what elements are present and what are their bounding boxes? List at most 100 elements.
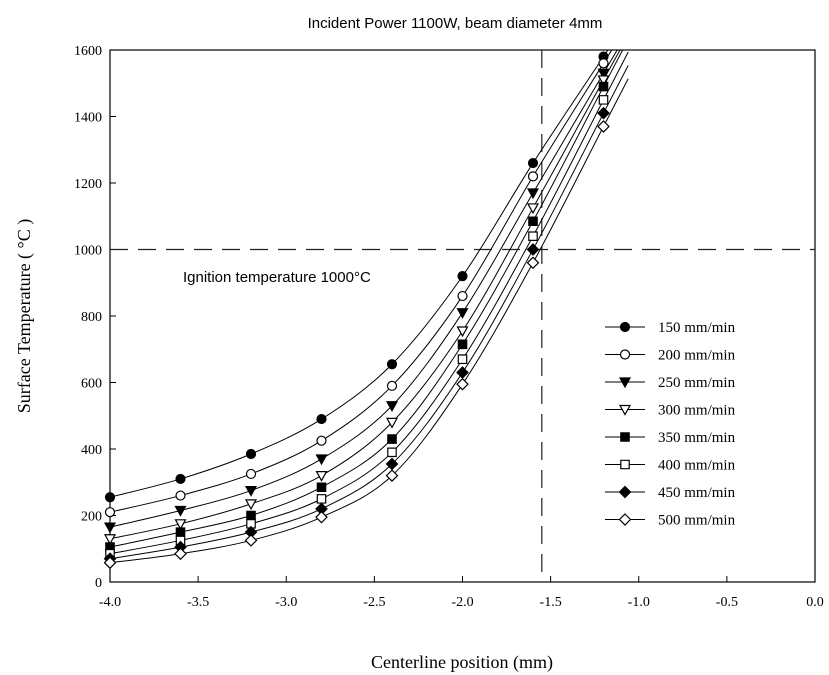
- legend: 150 mm/min 200 mm/min 250 mm/min 300 mm/min…: [605, 320, 736, 529]
- legend-marker: [618, 377, 632, 389]
- series-5: [105, 51, 629, 559]
- legend-marker: [618, 485, 632, 499]
- data-point: [598, 81, 609, 92]
- data-point: [103, 534, 117, 546]
- data-point: [175, 490, 186, 501]
- series-line: [110, 50, 618, 528]
- data-point: [597, 68, 610, 80]
- data-point: [386, 359, 398, 370]
- data-point: [175, 473, 186, 485]
- data-point: [456, 308, 469, 319]
- y-tick-label: 0: [95, 576, 102, 591]
- legend-marker: [620, 432, 630, 442]
- data-point: [316, 494, 327, 504]
- series-2: [103, 50, 618, 534]
- data-point: [387, 447, 397, 458]
- legend-label: 400 mm/min: [658, 458, 736, 474]
- data-point: [527, 157, 539, 169]
- data-point: [457, 354, 468, 365]
- legend-label: 250 mm/min: [658, 375, 736, 391]
- y-tick-label: 600: [81, 377, 102, 392]
- data-point: [245, 448, 257, 460]
- data-point: [456, 366, 469, 379]
- legend-item: 350 mm/min: [605, 430, 736, 446]
- data-point: [316, 435, 327, 446]
- data-point: [315, 510, 328, 524]
- legend-marker: [619, 321, 631, 333]
- data-point: [597, 75, 610, 87]
- data-point: [174, 547, 187, 561]
- axis-ticks: -4.0 -3.5 -3.0 -2.5 -2.0 -1.5 -1.0 -0.5 0.0 0 200 4…: [74, 44, 824, 610]
- legend-marker: [618, 513, 632, 526]
- series-group: [103, 50, 629, 570]
- y-tick-label: 800: [81, 310, 102, 325]
- ignition-annotation: Ignition temperature 1000°C: [183, 269, 371, 286]
- series-7: [103, 78, 629, 570]
- data-point: [175, 535, 186, 546]
- data-point: [528, 231, 538, 241]
- series-line: [110, 50, 621, 540]
- data-point: [526, 256, 540, 270]
- data-point: [246, 519, 256, 529]
- data-point: [316, 482, 327, 493]
- legend-label: 200 mm/min: [658, 348, 736, 364]
- series-line: [110, 50, 609, 498]
- data-point: [174, 519, 187, 531]
- data-point: [456, 326, 469, 338]
- x-tick-label: -2.5: [363, 595, 385, 610]
- data-point: [526, 203, 540, 215]
- data-point: [385, 469, 399, 482]
- series-line: [110, 51, 629, 555]
- y-tick-label: 400: [81, 443, 102, 458]
- data-point: [597, 106, 610, 120]
- series-line: [110, 65, 629, 560]
- series-line: [110, 78, 629, 564]
- data-point: [244, 534, 258, 547]
- legend-item: 200 mm/min: [605, 348, 736, 364]
- series-6: [103, 65, 629, 566]
- data-point: [528, 216, 538, 227]
- data-point: [103, 556, 117, 570]
- legend-label: 300 mm/min: [658, 403, 736, 419]
- series-line: [110, 50, 624, 548]
- legend-item: 150 mm/min: [605, 320, 736, 336]
- y-tick-label: 1400: [74, 111, 102, 126]
- data-point: [456, 377, 469, 391]
- data-point: [244, 485, 258, 497]
- data-point: [103, 522, 117, 534]
- legend-label: 150 mm/min: [658, 320, 736, 336]
- data-point: [457, 271, 468, 282]
- data-point: [104, 507, 116, 518]
- data-point: [527, 171, 539, 182]
- data-point: [316, 413, 327, 425]
- data-point: [598, 95, 609, 105]
- x-tick-label: -3.0: [275, 595, 297, 610]
- x-tick-label: -4.0: [99, 595, 121, 610]
- data-point: [174, 505, 187, 517]
- data-point: [457, 339, 468, 350]
- data-point: [598, 58, 609, 69]
- y-tick-label: 1000: [74, 244, 102, 259]
- y-tick-label: 1200: [74, 177, 102, 192]
- data-point: [385, 417, 399, 429]
- chart-title: Incident Power 1100W, beam diameter 4mm: [308, 15, 603, 32]
- series-line: [110, 50, 613, 513]
- y-axis-label: Surface Temperature ( °C ): [14, 219, 35, 414]
- legend-marker: [618, 404, 632, 416]
- x-axis-label: Centerline position (mm): [371, 652, 553, 673]
- x-tick-label: -0.5: [716, 595, 738, 610]
- legend-marker: [620, 459, 630, 470]
- x-tick-label: -2.0: [451, 595, 473, 610]
- reference-lines: [110, 50, 815, 582]
- legend-label: 350 mm/min: [658, 430, 736, 446]
- data-point: [245, 468, 257, 480]
- legend-item: 500 mm/min: [605, 513, 736, 529]
- data-point: [457, 290, 468, 302]
- legend-item: 250 mm/min: [605, 375, 736, 391]
- data-point: [175, 527, 186, 537]
- legend-label: 500 mm/min: [658, 513, 736, 529]
- data-point: [526, 243, 540, 256]
- y-tick-label: 1600: [74, 44, 102, 59]
- x-tick-label: -1.5: [540, 595, 562, 610]
- legend-marker: [619, 349, 631, 360]
